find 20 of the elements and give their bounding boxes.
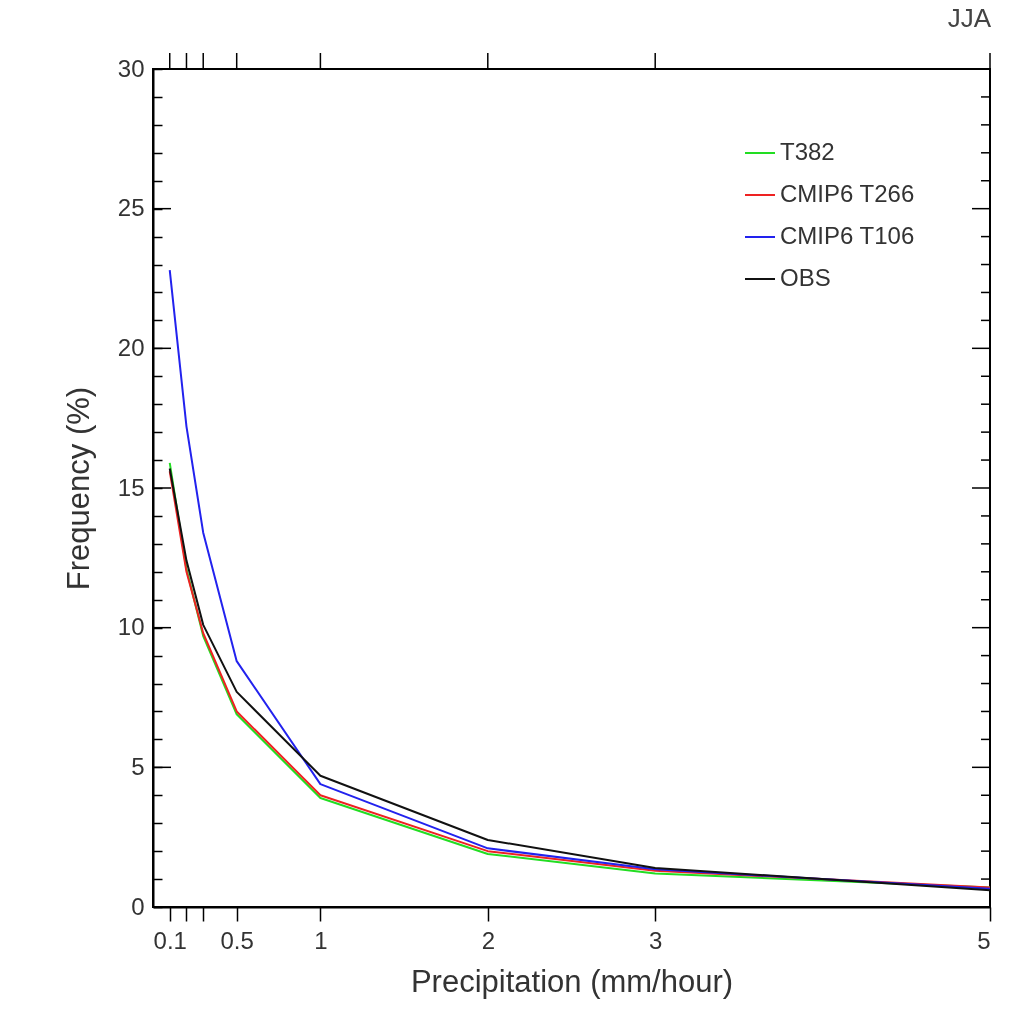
y-tick-label: 25 <box>117 194 145 222</box>
x-axis-title: Precipitation (mm/hour) <box>410 963 734 999</box>
legend-label: OBS <box>780 264 831 291</box>
y-tick-label: 0 <box>131 892 145 920</box>
legend-label: CMIP6 T106 <box>780 222 915 249</box>
x-tick-label: 5 <box>977 926 991 954</box>
y-axis-title: Frequency (%) <box>60 386 96 591</box>
legend-label: CMIP6 T266 <box>780 180 915 207</box>
text: JJA <box>947 3 992 34</box>
y-tick-label: 5 <box>131 752 145 780</box>
y-tick-label: 15 <box>117 473 145 501</box>
x-tick-label: 1 <box>314 926 328 954</box>
y-tick-label: 20 <box>117 333 145 361</box>
x-tick-label: 0.1 <box>153 926 187 954</box>
x-tick-label: 2 <box>481 926 495 954</box>
x-tick-label: 3 <box>649 926 663 954</box>
y-tick-label: 30 <box>117 54 145 82</box>
y-tick-label: 10 <box>117 613 145 641</box>
legend-label: T382 <box>780 138 835 165</box>
x-tick-label: 0.5 <box>220 926 254 954</box>
